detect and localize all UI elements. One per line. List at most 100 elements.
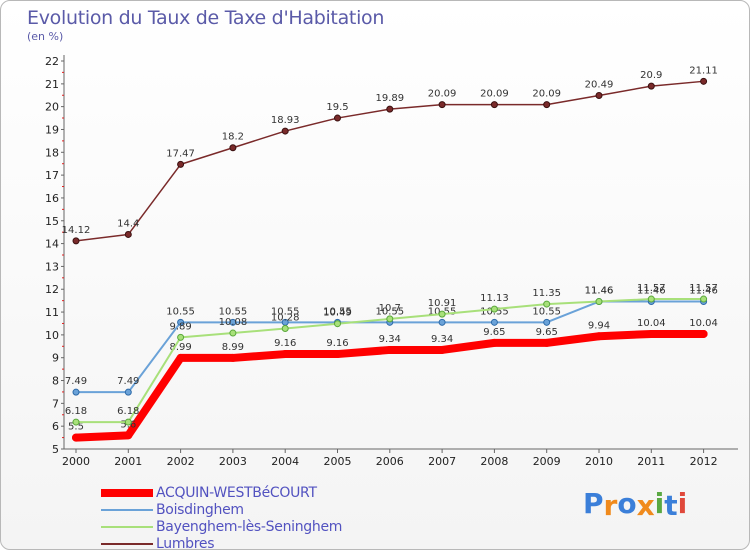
y-tick-label: 12 xyxy=(45,283,59,296)
data-label: 10.04 xyxy=(637,318,666,329)
y-tick-label: 15 xyxy=(45,215,59,228)
data-label: 9.16 xyxy=(274,338,296,349)
data-point xyxy=(229,329,237,337)
data-label: 21.11 xyxy=(689,65,718,76)
y-tick-label: 5 xyxy=(52,443,59,456)
data-label: 18.93 xyxy=(271,115,300,126)
data-label: 8.99 xyxy=(222,342,244,353)
x-tick-label: 2000 xyxy=(62,455,90,468)
data-label: 9.34 xyxy=(379,334,401,345)
x-tick-label: 2006 xyxy=(376,455,404,468)
x-tick-label: 2003 xyxy=(219,455,247,468)
data-point xyxy=(647,295,655,303)
x-tick-label: 2001 xyxy=(114,455,142,468)
data-label: 9.94 xyxy=(588,320,610,331)
y-tick-label: 19 xyxy=(45,123,59,136)
data-point xyxy=(229,318,237,326)
data-point xyxy=(438,101,446,109)
y-tick-label: 13 xyxy=(45,260,59,273)
y-tick-label: 11 xyxy=(45,306,59,319)
data-point xyxy=(542,338,551,347)
data-label: 5.5 xyxy=(68,422,84,433)
data-point xyxy=(281,350,290,359)
legend-label: Boisdinghem xyxy=(156,502,244,518)
data-point xyxy=(176,353,185,362)
data-point xyxy=(124,388,132,396)
data-label: 11.46 xyxy=(637,286,666,297)
data-point xyxy=(72,388,80,396)
data-label: 20.09 xyxy=(480,89,509,100)
data-label: 20.9 xyxy=(640,70,662,81)
data-label: 7.49 xyxy=(65,376,87,387)
data-point xyxy=(281,324,289,332)
data-label: 11.35 xyxy=(532,288,561,299)
data-point xyxy=(490,318,498,326)
data-label: 9.89 xyxy=(169,321,191,332)
data-label: 8.99 xyxy=(169,342,191,353)
legend-swatch xyxy=(101,489,153,497)
data-label: 11.46 xyxy=(585,286,614,297)
data-label: 19.5 xyxy=(326,102,348,113)
data-label: 11.13 xyxy=(480,293,509,304)
data-label: 10.55 xyxy=(271,306,300,317)
data-label: 10.49 xyxy=(323,308,352,319)
data-point xyxy=(281,127,289,135)
data-label: 10.91 xyxy=(428,298,457,309)
data-point xyxy=(490,338,499,347)
x-tick-label: 2012 xyxy=(690,455,718,468)
x-tick-label: 2007 xyxy=(428,455,456,468)
y-tick-label: 7 xyxy=(52,397,59,410)
data-point xyxy=(490,101,498,109)
x-tick-label: 2009 xyxy=(533,455,561,468)
data-point xyxy=(647,329,656,338)
data-label: 10.28 xyxy=(271,312,300,323)
y-tick-label: 16 xyxy=(45,192,59,205)
data-point xyxy=(438,345,447,354)
data-label: 6.18 xyxy=(117,406,139,417)
chart-title: Evolution du Taux de Taxe d'Habitation xyxy=(27,7,385,29)
data-point xyxy=(228,353,237,362)
data-point xyxy=(543,300,551,308)
data-label: 6.18 xyxy=(65,406,87,417)
data-label: 10.04 xyxy=(689,318,718,329)
proxiti-logo: Proxiti xyxy=(583,487,688,522)
data-point xyxy=(595,91,603,99)
y-tick-label: 6 xyxy=(52,420,59,433)
data-point xyxy=(72,418,80,426)
y-tick-label: 14 xyxy=(45,238,59,251)
x-tick-label: 2008 xyxy=(480,455,508,468)
logo-letter: x xyxy=(636,489,655,522)
logo-letter: r xyxy=(603,489,618,522)
data-label: 14.4 xyxy=(117,218,139,229)
x-tick-label: 2011 xyxy=(637,455,665,468)
data-point xyxy=(177,333,185,341)
logo-letter: P xyxy=(583,487,604,520)
x-tick-label: 2005 xyxy=(324,455,352,468)
legend-swatch xyxy=(101,526,153,528)
data-label: 10.55 xyxy=(166,306,195,317)
x-tick-label: 2002 xyxy=(167,455,195,468)
data-point xyxy=(386,315,394,323)
data-point xyxy=(124,418,132,426)
y-tick-label: 8 xyxy=(52,375,59,388)
data-label: 9.16 xyxy=(326,338,348,349)
data-point xyxy=(700,77,708,85)
legend-label: Lumbres xyxy=(156,536,215,550)
data-point xyxy=(595,332,603,341)
data-label: 10.55 xyxy=(323,306,352,317)
data-point xyxy=(124,230,132,238)
data-label: 10.55 xyxy=(532,306,561,317)
data-label: 7.49 xyxy=(117,376,139,387)
chart-subtitle: (en %) xyxy=(27,30,64,43)
data-point xyxy=(334,320,341,328)
data-point xyxy=(72,237,80,245)
series-line-3 xyxy=(75,80,705,242)
data-label: 9.34 xyxy=(431,334,453,345)
data-label: 18.2 xyxy=(222,132,244,143)
data-point xyxy=(333,350,342,359)
data-label: 11.46 xyxy=(585,286,614,297)
data-point xyxy=(490,305,498,313)
logo-letter: i xyxy=(677,487,688,520)
data-label: 10.08 xyxy=(219,317,248,328)
